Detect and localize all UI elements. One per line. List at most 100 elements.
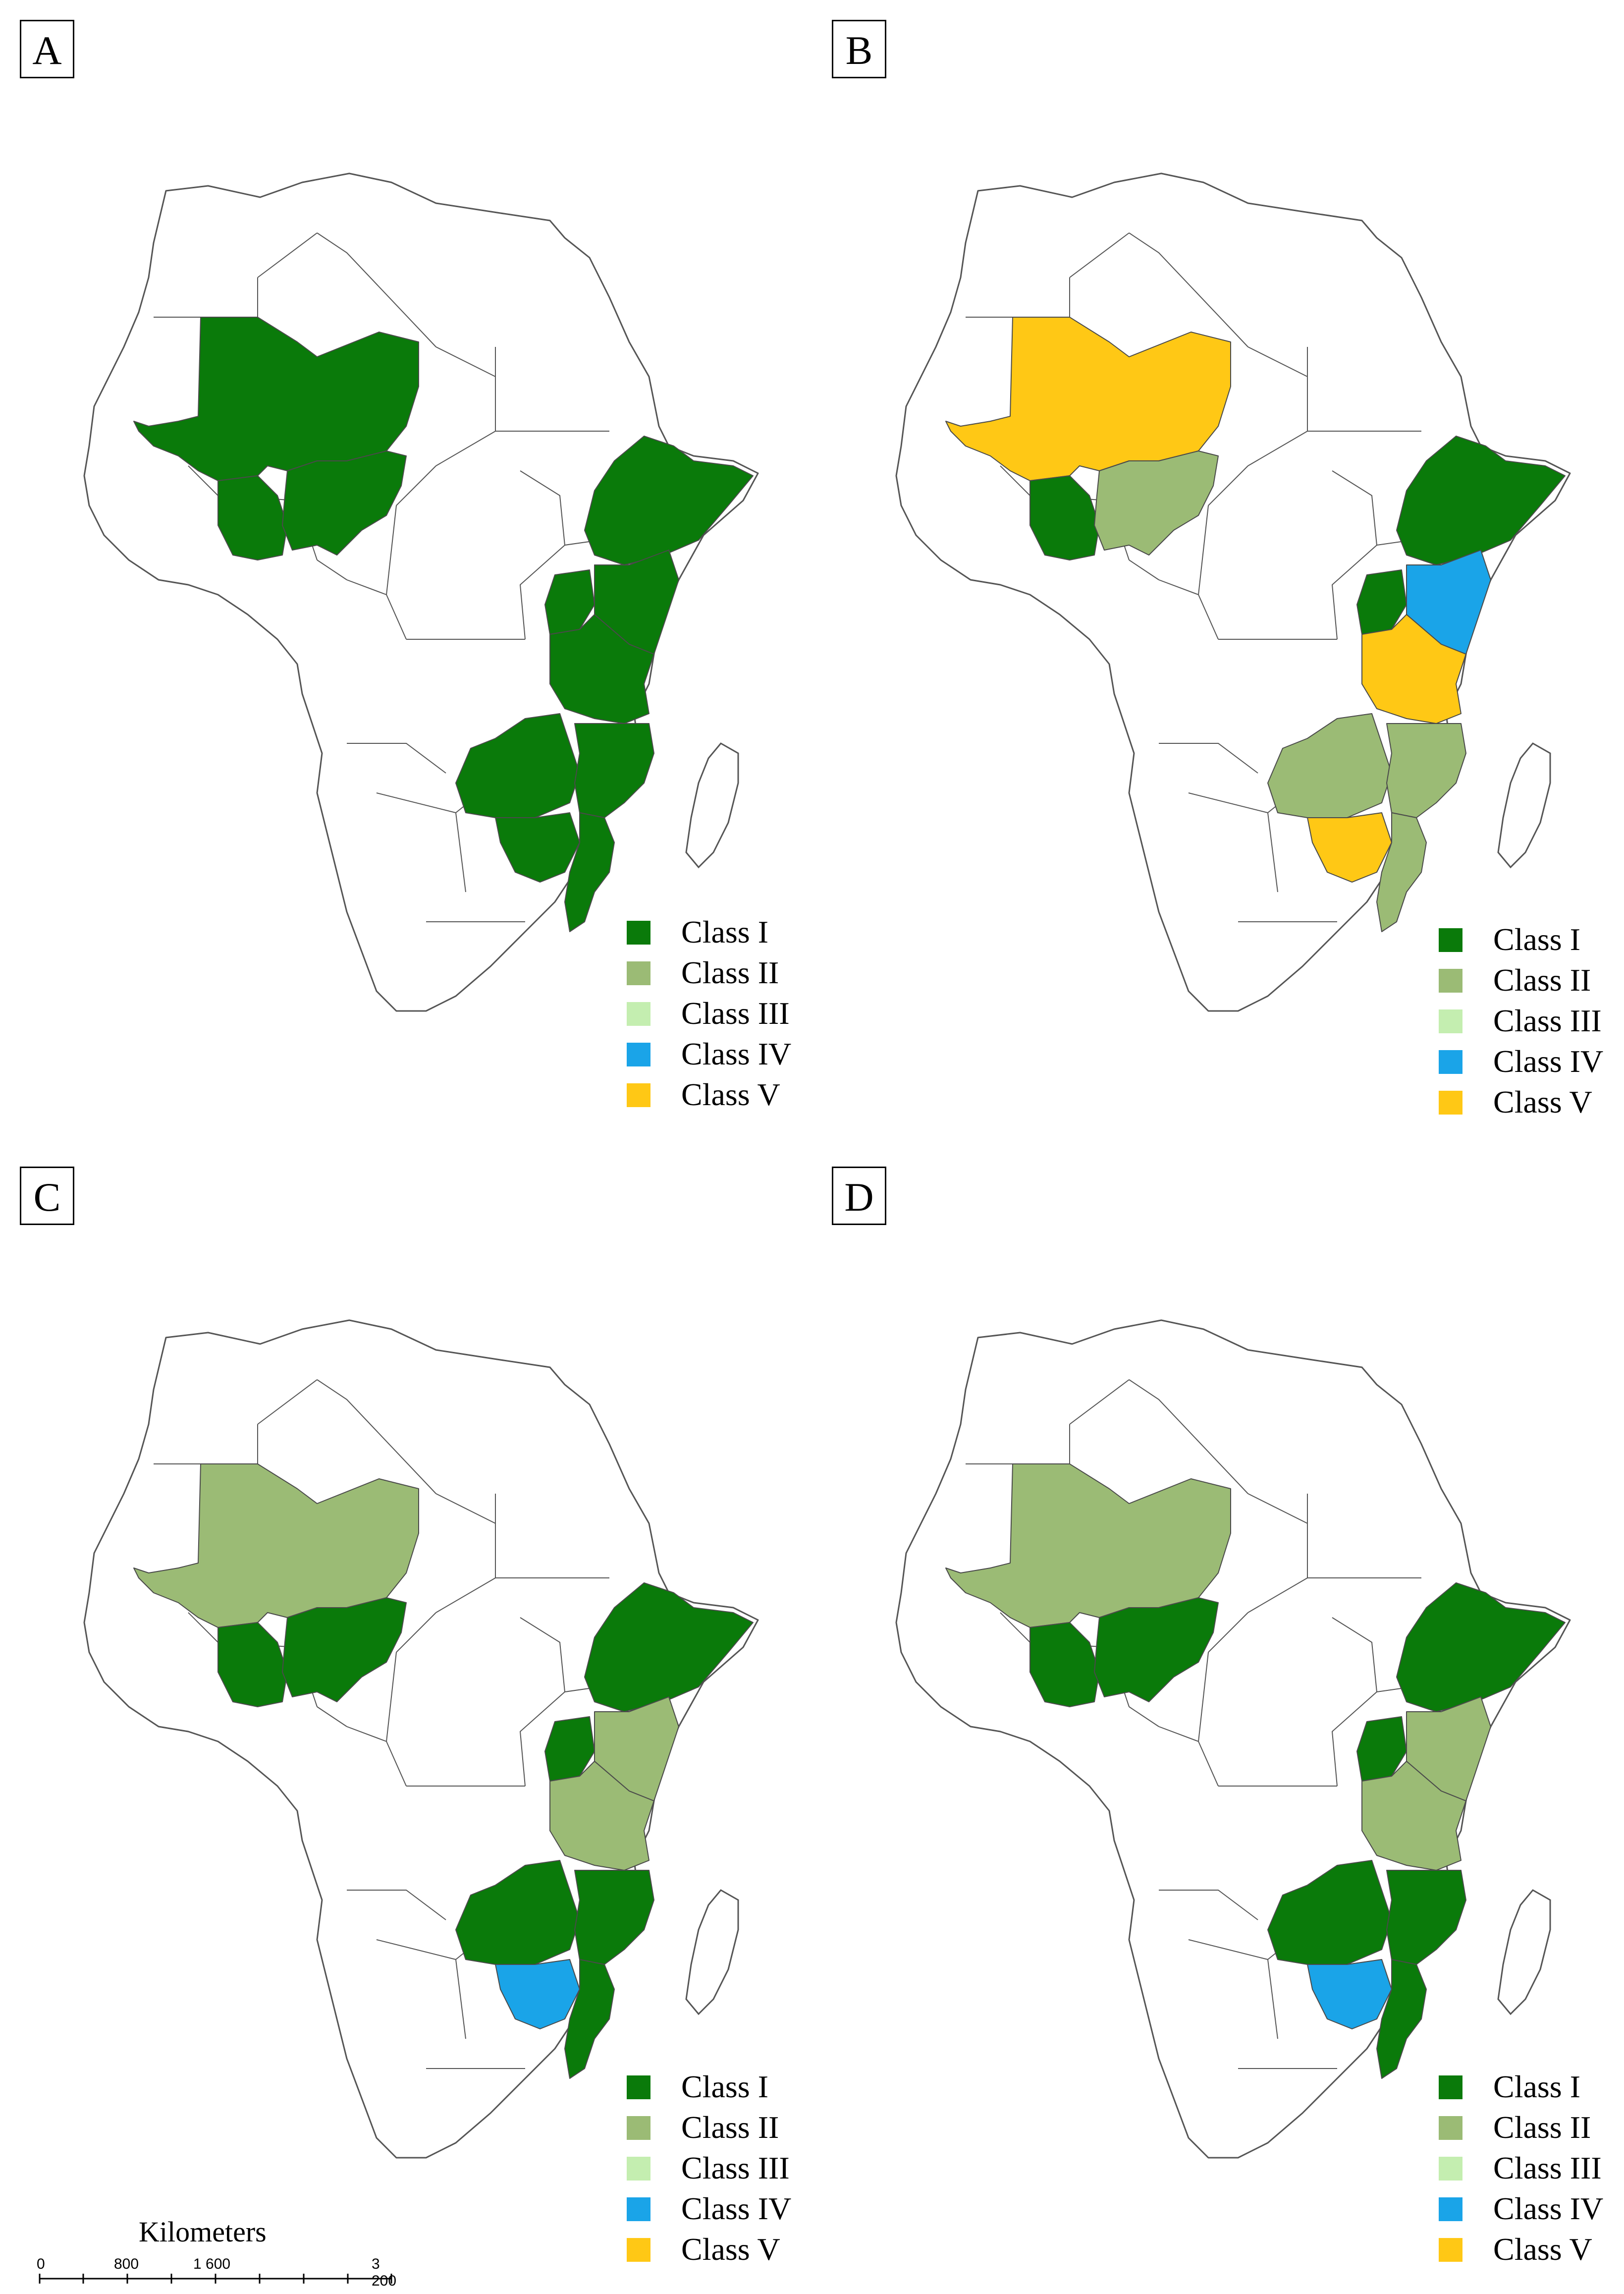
country-border (317, 560, 347, 580)
legend-swatch (627, 1002, 650, 1026)
region-zambia (1267, 713, 1392, 818)
country-border (520, 1617, 565, 1692)
legend-swatch (1439, 969, 1462, 993)
scale-bar: Kilometers 0 800 1 600 3 200 (30, 2215, 406, 2289)
country-border (317, 1379, 436, 1494)
country-border (386, 505, 397, 595)
country-border (396, 465, 436, 506)
country-border (386, 594, 407, 640)
region-nigeria (282, 450, 407, 556)
country-border (1158, 1726, 1199, 1742)
country-border (346, 579, 387, 595)
country-border (435, 346, 496, 377)
region-zambia (455, 713, 580, 818)
legend-label: Class I (681, 2069, 768, 2104)
country-border (386, 1741, 407, 1787)
country-border (1198, 594, 1219, 640)
country-border (1129, 1379, 1248, 1494)
region-zimbabwe (495, 812, 580, 883)
country-border (1000, 1612, 1030, 1643)
country-border (1158, 579, 1199, 595)
map-panel-b: B Class I Class II Class III Class IV Class V (812, 0, 1624, 1147)
region-ethiopia (1396, 1582, 1566, 1712)
country-border (1069, 232, 1130, 278)
country-border (396, 1612, 436, 1653)
legend-swatch (1439, 2157, 1462, 2181)
madagascar-outline (685, 1889, 739, 2015)
region-west-sahel (945, 317, 1231, 481)
legend-label: Class IV (681, 2191, 792, 2226)
country-border (455, 812, 466, 893)
legend-label: Class IV (681, 1036, 792, 1071)
country-border (1247, 431, 1308, 466)
country-border (1331, 545, 1377, 640)
scale-tick-0: 0 (37, 2256, 45, 2272)
legend-swatch (627, 2116, 650, 2140)
country-border (376, 792, 456, 813)
country-border (1332, 1617, 1377, 1692)
region-west-coast (217, 1622, 288, 1707)
country-border (455, 1959, 466, 2039)
country-border (1267, 1959, 1278, 2039)
country-border (519, 545, 565, 640)
legend-label: Class II (1493, 962, 1591, 998)
country-border (1247, 346, 1308, 377)
panel-label: D (832, 1167, 886, 1225)
region-mozambique-s (564, 812, 615, 932)
country-border (1198, 505, 1209, 595)
legend-swatch (1439, 1009, 1462, 1033)
map-panel-c: C Class I Class II Class III Class IV Class V (0, 1147, 812, 2294)
legend-swatch (627, 1083, 650, 1107)
country-border (1000, 465, 1030, 496)
country-border (386, 1652, 397, 1742)
region-west-sahel (133, 317, 419, 481)
legend-label: Class IV (1493, 2191, 1604, 2226)
country-border (520, 470, 565, 546)
legend-swatch (627, 1043, 650, 1066)
region-mozambique-s (1376, 1959, 1427, 2079)
country-border (317, 1706, 347, 1727)
legend-swatch (627, 2075, 650, 2099)
panel-label: B (832, 20, 886, 78)
panel-label: A (20, 20, 74, 78)
scale-tick-800: 800 (114, 2256, 139, 2272)
country-border (188, 465, 218, 496)
region-tanzania (1361, 614, 1466, 724)
legend-swatch (1439, 2075, 1462, 2099)
legend-label: Class III (681, 2150, 790, 2185)
country-border (1267, 812, 1278, 893)
legend-label: Class I (681, 914, 768, 950)
region-zimbabwe (495, 1959, 580, 2029)
legend-label: Class III (1493, 1003, 1602, 1038)
legend-label: Class V (681, 2232, 780, 2267)
country-border (1069, 1379, 1130, 1425)
region-west-coast (217, 475, 288, 560)
scale-tick-3200: 3 200 (372, 2256, 397, 2289)
country-border (1208, 1612, 1248, 1653)
region-mozambique-s (564, 1959, 615, 2079)
region-zambia (1267, 1860, 1392, 1965)
legend-label: Class V (681, 1077, 780, 1112)
map-panel-a: A Class I Class II Class III Class IV Class V (0, 0, 812, 1147)
legend-swatch (1439, 928, 1462, 952)
country-border (1198, 1741, 1219, 1787)
country-border (257, 232, 318, 278)
country-border (1188, 792, 1268, 813)
map-panel-d: D Class I Class II Class III Class IV Class V (812, 1147, 1624, 2294)
legend-swatch (1439, 1091, 1462, 1115)
legend-label: Class I (1493, 922, 1580, 957)
region-tanzania (549, 1761, 654, 1871)
legend-swatch (627, 2157, 650, 2181)
legend-swatch (627, 921, 650, 945)
country-border (376, 1939, 456, 1960)
legend-swatch (627, 2238, 650, 2262)
country-border (346, 1726, 387, 1742)
legend-swatch (627, 961, 650, 985)
legend-label: Class III (681, 996, 790, 1031)
country-border (1188, 1939, 1268, 1960)
scale-bar-graphic (39, 2274, 392, 2284)
legend-label: Class II (1493, 2110, 1591, 2145)
africa-map (83, 1319, 759, 2159)
legend-label: Class II (681, 955, 779, 990)
legend-label: Class I (1493, 2069, 1580, 2104)
